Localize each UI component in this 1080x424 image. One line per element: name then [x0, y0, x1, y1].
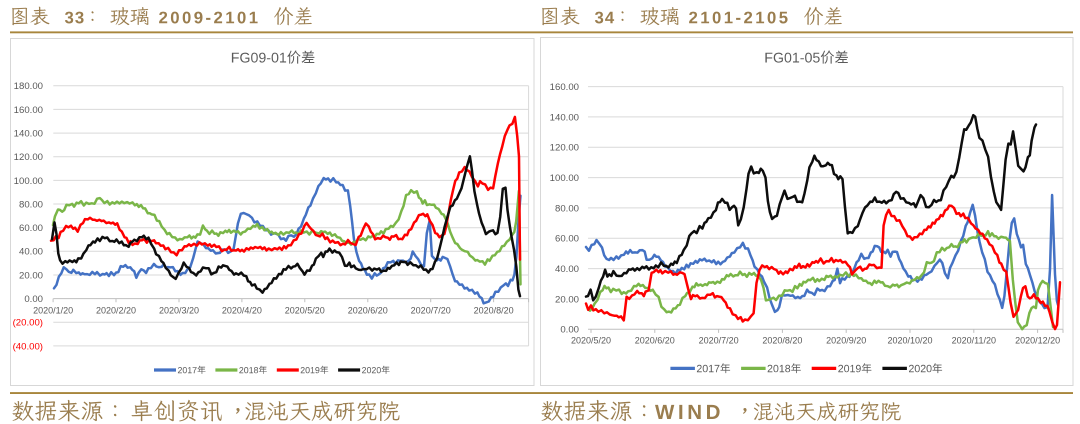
svg-text:(20.00): (20.00) — [13, 318, 43, 329]
svg-text:(40.00): (40.00) — [13, 341, 43, 352]
svg-text:2020/11/20: 2020/11/20 — [952, 336, 996, 346]
svg-text:2020/8/20: 2020/8/20 — [474, 306, 514, 316]
svg-text:140.00: 140.00 — [14, 129, 43, 140]
svg-text:140.00: 140.00 — [550, 112, 579, 123]
svg-text:2020/7/20: 2020/7/20 — [411, 306, 451, 316]
svg-text:2020/5/20: 2020/5/20 — [285, 306, 325, 316]
svg-text:2020/1/20: 2020/1/20 — [33, 306, 73, 316]
svg-text:120.00: 120.00 — [550, 143, 579, 154]
svg-text:0.00: 0.00 — [24, 294, 43, 305]
svg-text:2020/3/20: 2020/3/20 — [159, 306, 199, 316]
svg-text:40.00: 40.00 — [555, 264, 579, 275]
svg-text:2020/12/20: 2020/12/20 — [1015, 336, 1060, 346]
svg-text:0.00: 0.00 — [560, 325, 579, 336]
svg-text:2020/10/20: 2020/10/20 — [887, 336, 932, 346]
svg-text:20.00: 20.00 — [555, 294, 579, 305]
svg-text:120.00: 120.00 — [14, 152, 43, 163]
svg-text:20.00: 20.00 — [19, 270, 43, 281]
svg-text:2020/9/20: 2020/9/20 — [826, 336, 866, 346]
svg-text:2020/4/20: 2020/4/20 — [222, 306, 262, 316]
svg-text:80.00: 80.00 — [555, 203, 579, 214]
svg-text:60.00: 60.00 — [19, 223, 43, 234]
svg-text:2020/8/20: 2020/8/20 — [762, 336, 802, 346]
svg-text:180.00: 180.00 — [14, 81, 43, 92]
svg-text:160.00: 160.00 — [550, 82, 579, 93]
svg-text:60.00: 60.00 — [555, 234, 579, 245]
svg-text:80.00: 80.00 — [19, 199, 43, 210]
svg-text:160.00: 160.00 — [14, 105, 43, 116]
svg-text:100.00: 100.00 — [14, 176, 43, 187]
svg-text:40.00: 40.00 — [19, 247, 43, 258]
svg-text:2020/6/20: 2020/6/20 — [635, 336, 675, 346]
svg-text:2020/5/20: 2020/5/20 — [571, 336, 611, 346]
svg-text:100.00: 100.00 — [550, 173, 579, 184]
svg-text:2020/7/20: 2020/7/20 — [699, 336, 739, 346]
svg-text:2020/2/20: 2020/2/20 — [96, 306, 136, 316]
svg-text:2020/6/20: 2020/6/20 — [348, 306, 388, 316]
